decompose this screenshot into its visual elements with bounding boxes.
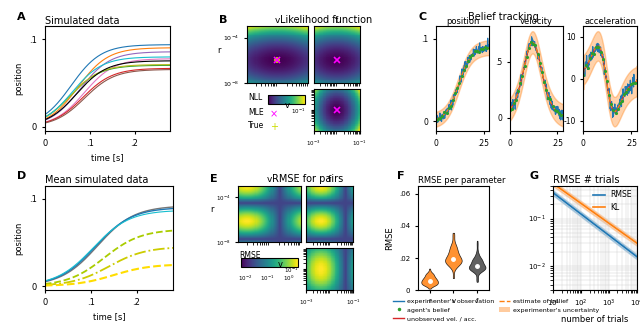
Y-axis label: position: position — [15, 221, 24, 255]
Text: MLE: MLE — [248, 108, 264, 117]
Text: E: E — [209, 174, 217, 184]
Text: RMSE for pairs: RMSE for pairs — [273, 174, 344, 184]
KL — [586, 208, 594, 212]
Legend: RMSE, KL: RMSE, KL — [590, 187, 636, 215]
KL — [550, 182, 557, 186]
Text: v: v — [275, 16, 280, 25]
Text: D: D — [17, 171, 26, 182]
Legend: experimenter's observation, agent's belief, unobserved vel. / acc., estimate of : experimenter's observation, agent's beli… — [390, 296, 602, 324]
RMSE — [604, 232, 611, 236]
Title: acceleration: acceleration — [584, 16, 636, 26]
Text: G: G — [530, 171, 539, 182]
Y-axis label: v: v — [278, 260, 282, 269]
Y-axis label: r: r — [217, 46, 220, 55]
Y-axis label: position: position — [15, 62, 24, 95]
KL — [604, 220, 611, 224]
Text: C: C — [419, 12, 427, 22]
Text: B: B — [219, 15, 227, 25]
Title: velocity: velocity — [520, 16, 553, 26]
RMSE — [599, 229, 607, 233]
Text: Simulated data: Simulated data — [45, 16, 119, 26]
Text: $10^{-1}$: $10^{-1}$ — [260, 274, 275, 283]
X-axis label: time [s]: time [s] — [92, 153, 124, 162]
X-axis label: number of trials: number of trials — [561, 315, 628, 324]
Text: v: v — [267, 175, 272, 184]
KL — [599, 217, 607, 221]
RMSE — [607, 235, 614, 239]
RMSE — [633, 255, 640, 259]
KL — [607, 222, 614, 226]
Line: KL: KL — [554, 184, 637, 243]
KL — [633, 241, 640, 245]
Text: Belief tracking: Belief tracking — [468, 12, 539, 22]
Text: $10^{-2}$: $10^{-2}$ — [238, 274, 252, 283]
Y-axis label: v: v — [285, 101, 290, 110]
Text: $10^{0}$: $10^{0}$ — [283, 274, 294, 283]
KL — [600, 218, 608, 222]
Line: RMSE: RMSE — [554, 193, 637, 257]
Y-axis label: RMSE: RMSE — [385, 226, 394, 250]
Text: +: + — [270, 122, 278, 132]
Text: NLL: NLL — [248, 93, 262, 102]
Text: RMSE per parameter: RMSE per parameter — [418, 176, 506, 185]
Text: Mean simulated data: Mean simulated data — [45, 175, 148, 185]
KL — [623, 234, 631, 238]
Text: F: F — [397, 171, 404, 182]
Text: Likelihood function: Likelihood function — [280, 15, 372, 25]
RMSE — [550, 191, 557, 195]
Title: position: position — [446, 16, 479, 26]
Text: RMSE: RMSE — [239, 251, 260, 260]
Text: ×: × — [270, 109, 278, 119]
Text: A: A — [17, 12, 26, 22]
Text: f: f — [328, 175, 332, 184]
Text: RMSE # trials: RMSE # trials — [554, 175, 620, 185]
Text: True: True — [248, 120, 264, 130]
RMSE — [586, 219, 594, 223]
X-axis label: time [s]: time [s] — [93, 313, 125, 322]
RMSE — [623, 248, 631, 251]
Y-axis label: r: r — [210, 205, 213, 214]
RMSE — [600, 230, 608, 234]
Text: f: f — [335, 16, 338, 25]
